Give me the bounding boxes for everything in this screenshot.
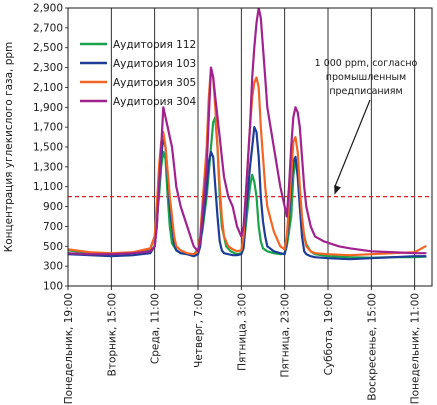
y-tick-label: 1,900 <box>33 102 63 114</box>
y-tick-label: 1,300 <box>33 161 63 173</box>
legend-label: Аудитория 304 <box>113 96 197 108</box>
x-tick-label: Четверг, 7:00 <box>193 293 205 368</box>
series-line-4 <box>68 8 427 256</box>
y-tick-label: 700 <box>43 221 63 233</box>
y-tick-label: 300 <box>43 261 63 273</box>
annotation-line-2: промышленным <box>326 72 406 83</box>
y-tick-label: 2,100 <box>33 82 63 94</box>
annotation-line-3: предписаниям <box>329 86 402 97</box>
y-tick-label: 500 <box>43 241 63 253</box>
threshold-annotation: 1 000 ppm, согласно промышленным предпис… <box>315 58 418 195</box>
y-tick-label: 1,100 <box>33 181 63 193</box>
y-tick-label: 1,700 <box>33 122 63 134</box>
y-tick-label: 2,700 <box>33 22 63 34</box>
legend-label: Аудитория 103 <box>113 58 196 70</box>
annotation-arrow-shaft <box>333 99 371 188</box>
annotation-line-1: 1 000 ppm, согласно <box>315 58 418 69</box>
y-axis-label: Концентрация углекислого газа, ppm <box>3 42 15 253</box>
grid-layer <box>67 8 416 286</box>
y-tick-label: 100 <box>43 281 63 293</box>
y-tick-label: 2,500 <box>33 42 63 54</box>
y-tick-label: 2,300 <box>33 62 63 74</box>
y-tick-label: 1,500 <box>33 142 63 154</box>
x-tick-label: Пятница, 3:00 <box>236 293 248 371</box>
legend-label: Аудитория 112 <box>113 39 196 51</box>
x-tick-label: Суббота, 19:00 <box>323 293 335 375</box>
x-tick-label: Среда, 11:00 <box>150 293 162 364</box>
annotation-arrow-head <box>334 185 341 195</box>
y-axis: 100 300 500 700 900 1,100 1,300 1,500 1,700 1,900… <box>33 3 68 293</box>
x-axis: Понедельник, 19:00 Вторник, 15:00 Среда, 1… <box>63 286 422 404</box>
x-tick-label: Вторник, 15:00 <box>106 293 118 376</box>
y-tick-label: 2,900 <box>33 3 63 15</box>
series-line-3 <box>68 66 427 257</box>
x-tick-label: Пятница, 23:00 <box>280 293 292 378</box>
legend-label: Аудитория 305 <box>113 77 196 89</box>
x-tick-label: Воскресенье, 15:00 <box>366 293 378 401</box>
x-tick-label: Понедельник, 19:00 <box>63 293 75 404</box>
x-tick-label: Понедельник, 11:00 <box>410 293 422 404</box>
legend: Аудитория 112 Аудитория 103 Аудитория 305 А… <box>80 39 197 108</box>
series-layer <box>68 8 427 261</box>
y-tick-label: 900 <box>43 201 63 213</box>
